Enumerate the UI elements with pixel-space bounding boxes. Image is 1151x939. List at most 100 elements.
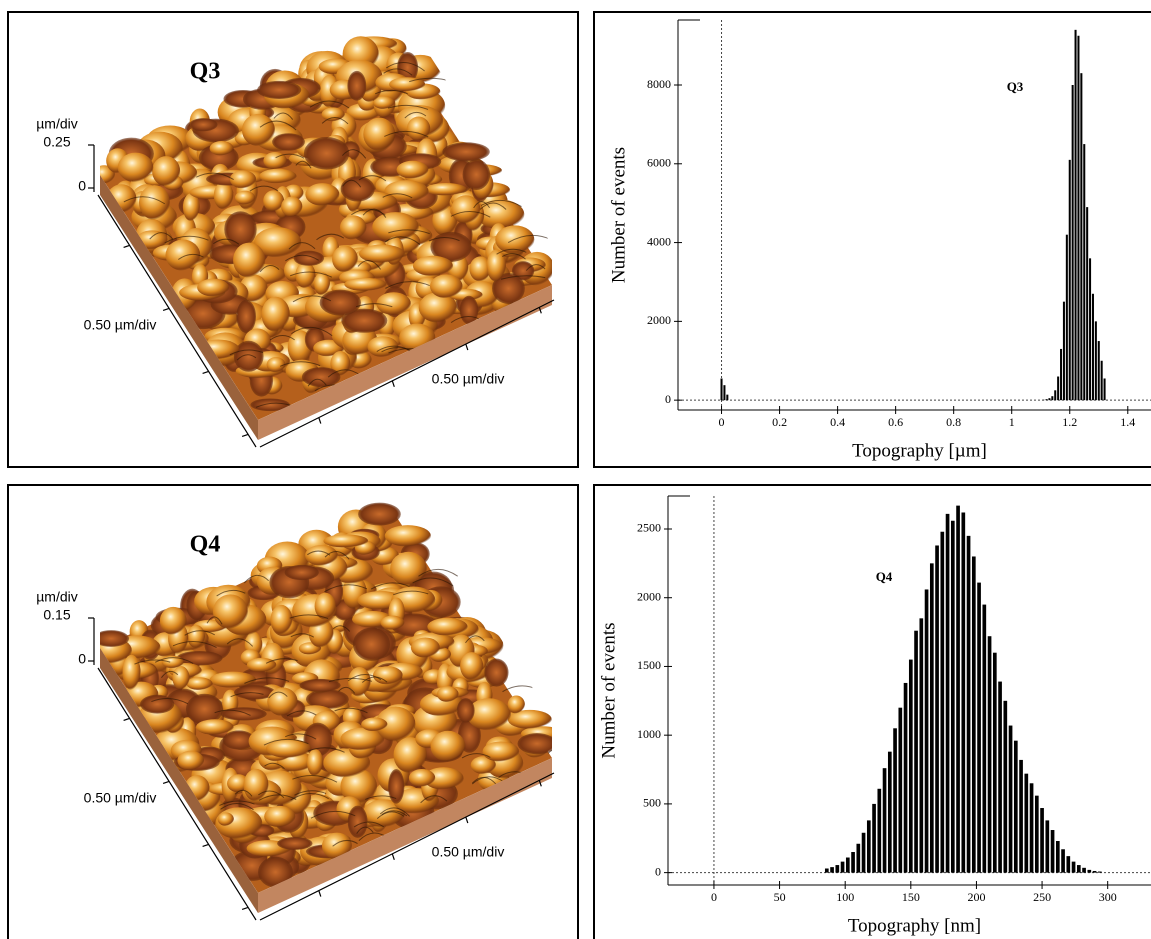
surface-bump — [166, 240, 201, 271]
bar — [940, 532, 944, 873]
bar — [1009, 726, 1013, 873]
bar — [930, 563, 934, 872]
bar — [982, 605, 986, 873]
surface-bump — [487, 249, 506, 282]
bar — [1060, 349, 1062, 400]
surface-bump — [234, 341, 264, 372]
bar — [1083, 144, 1085, 400]
x-tick-label: 1.2 — [1062, 415, 1077, 429]
surface-texture — [93, 503, 565, 893]
bar — [961, 512, 965, 872]
surface-bump — [233, 243, 265, 278]
bar — [1051, 396, 1053, 400]
z-top: 0.15 — [43, 607, 70, 623]
surface-bump — [437, 686, 459, 702]
x-tick-label: 1 — [1009, 415, 1015, 429]
surface-bump — [305, 545, 338, 566]
bar — [888, 752, 892, 873]
surface-bump — [160, 607, 187, 635]
bar — [914, 631, 918, 873]
bar — [856, 844, 860, 873]
bar — [723, 385, 725, 400]
axis-tick — [124, 718, 130, 720]
surface-bump — [381, 616, 405, 630]
surface-bump — [340, 215, 367, 239]
x-axis-label: Topography [µm] — [852, 440, 987, 461]
bar — [951, 521, 955, 873]
surface-bump — [385, 525, 431, 547]
bar — [1066, 856, 1070, 872]
x-tick-label: 0 — [711, 890, 717, 904]
z-unit: µm/div — [36, 589, 78, 605]
surface-bump — [187, 625, 205, 648]
surface-bump — [320, 290, 361, 316]
x-scale: 0.50 µm/div — [432, 371, 505, 387]
surface-bump — [431, 731, 466, 762]
surface-bump — [359, 245, 405, 264]
surface-bump — [323, 534, 368, 547]
bar — [935, 545, 939, 872]
surface-bump — [224, 211, 256, 247]
figure: Q3µm/div0.2500.50 µm/div0.50 µm/divQ4µm/… — [0, 0, 1151, 939]
x-tick-label: 300 — [1099, 890, 1117, 904]
surface-bump — [451, 195, 480, 223]
y-tick-label: 8000 — [647, 77, 671, 91]
surface-texture — [93, 36, 554, 420]
bar — [1075, 30, 1077, 400]
bar — [1048, 398, 1050, 400]
z-zero: 0 — [78, 651, 86, 667]
bar — [946, 514, 950, 873]
axis-tick — [163, 781, 169, 783]
surface-bump — [413, 256, 453, 276]
bar — [1080, 73, 1082, 400]
bar — [1089, 258, 1091, 400]
surface-bump — [277, 837, 312, 850]
surface-bump — [218, 812, 234, 826]
surface-bump — [230, 170, 256, 188]
z-unit: µm/div — [36, 116, 78, 132]
bar — [1095, 321, 1097, 400]
surface-bump — [460, 652, 483, 680]
bar — [1045, 820, 1049, 872]
bar — [867, 820, 871, 872]
annotation: Q3 — [1007, 79, 1024, 94]
bar — [1066, 235, 1068, 400]
surface-bump — [122, 655, 140, 690]
bar — [1057, 377, 1059, 401]
axis-tick — [466, 344, 468, 350]
axis-tick — [163, 308, 169, 310]
bar — [825, 869, 829, 873]
bar — [998, 682, 1002, 873]
surface-bump — [196, 719, 234, 735]
bar — [1082, 868, 1086, 873]
bar — [1035, 796, 1039, 873]
surface-bump — [220, 707, 266, 720]
surface-bump — [407, 117, 430, 141]
y-tick-label: 2000 — [647, 313, 671, 327]
axis-tick — [203, 371, 209, 373]
y-tick-label: 2000 — [637, 589, 661, 603]
surface-bump — [210, 141, 234, 156]
surface-bump — [302, 367, 341, 387]
surface-bump — [242, 114, 275, 146]
surface-bump — [388, 769, 404, 804]
x-tick-label: 100 — [836, 890, 854, 904]
surface-bump — [307, 749, 323, 776]
bar — [1093, 871, 1097, 873]
surface-bump — [152, 156, 180, 186]
y-scale: 0.50 µm/div — [84, 790, 157, 806]
surface-bump — [189, 118, 217, 131]
surface-bump — [213, 594, 248, 629]
surface-bump — [244, 769, 269, 801]
surface-bump — [495, 225, 534, 254]
bar — [841, 862, 845, 873]
surface-bump — [299, 679, 340, 692]
surface-bump — [484, 658, 508, 686]
y-tick-label: 1500 — [637, 658, 661, 672]
surface-bump — [214, 181, 234, 209]
x-tick-label: 0.2 — [772, 415, 787, 429]
z-top: 0.25 — [43, 134, 70, 150]
bar — [872, 804, 876, 873]
surface-bump — [281, 196, 302, 217]
bar — [1003, 701, 1007, 873]
